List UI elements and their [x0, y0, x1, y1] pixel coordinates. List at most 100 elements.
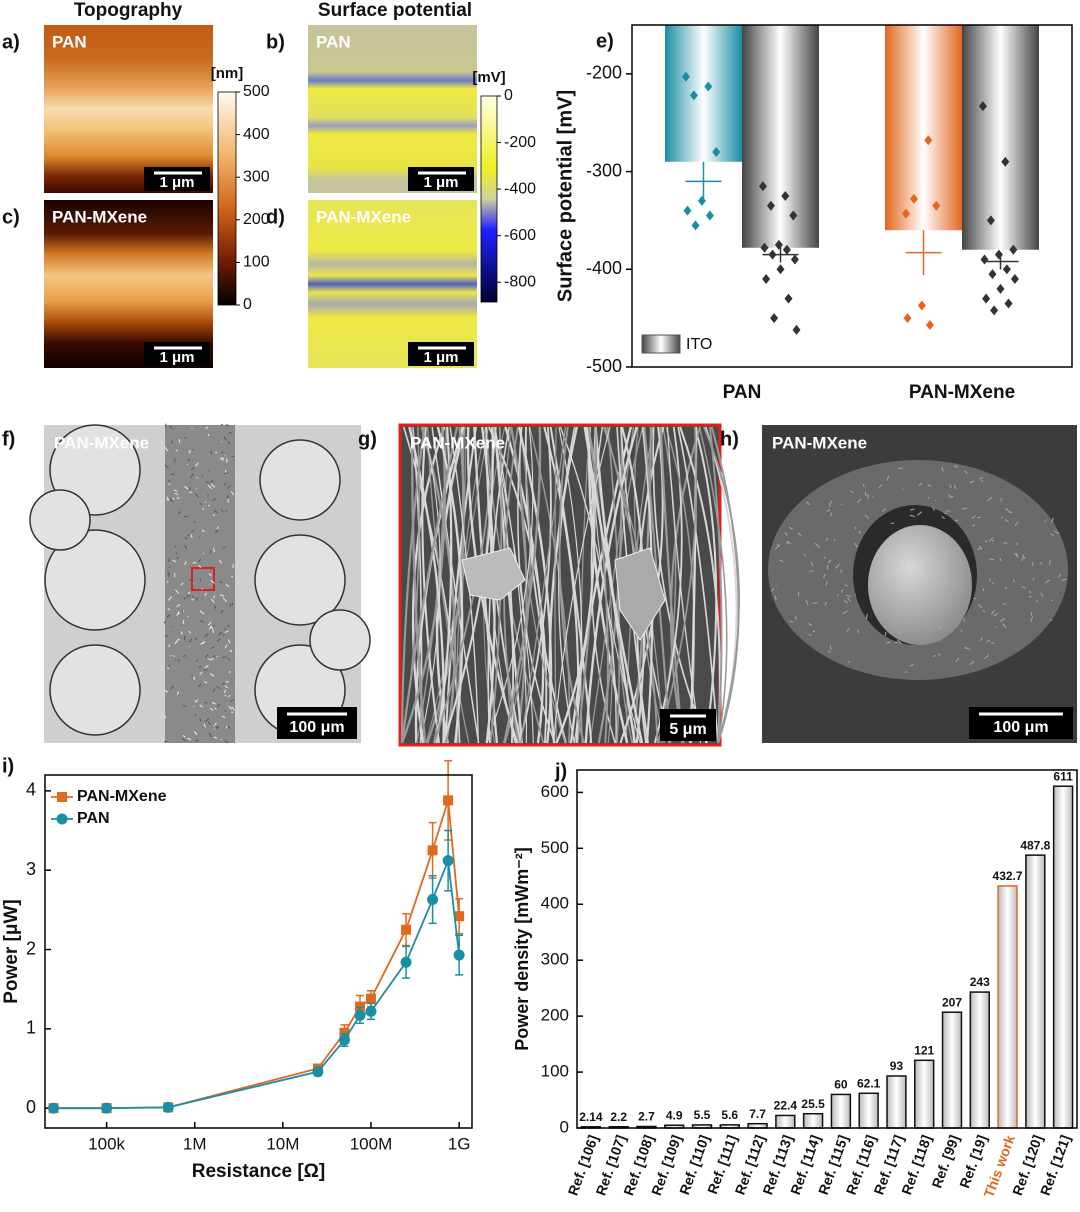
sem-feature: [221, 715, 226, 719]
data-point: [48, 1102, 60, 1114]
sem-feature: [856, 498, 862, 503]
sem-feature: [212, 498, 217, 502]
data-point: [770, 313, 779, 324]
sem-feature: [222, 597, 228, 603]
afm-image: [44, 25, 213, 193]
sem-feature: [927, 484, 932, 487]
sem-feature: [829, 500, 833, 506]
sem-feature: [844, 584, 848, 587]
sem-feature: [182, 655, 187, 657]
data-point: [760, 242, 769, 253]
y-tick-label: -200: [586, 63, 622, 83]
legend-label: ITO: [686, 336, 712, 353]
sem-feature: [916, 511, 923, 517]
sem-feature: [212, 688, 216, 693]
colorbar-tick-label: -200: [504, 134, 536, 151]
data-point: [790, 254, 799, 265]
y-axis-label: Surface potential [mV]: [554, 90, 576, 302]
y-tick-label: 0: [26, 1097, 36, 1117]
sem-feature: [1020, 556, 1024, 561]
data-point: [338, 1034, 350, 1046]
sem-feature: [207, 504, 210, 507]
sem-feature: [1030, 611, 1033, 616]
scale-bar-box: [408, 342, 474, 366]
sem-feature: [166, 580, 169, 583]
sem-feature: [44, 529, 146, 631]
y-tick-label: 0: [560, 1117, 569, 1136]
sem-feature: [212, 629, 214, 634]
bar: [886, 1075, 907, 1129]
sem-feature: [669, 426, 701, 744]
sem-feature: [988, 558, 994, 561]
data-point: [1010, 274, 1019, 285]
sem-feature: [1058, 573, 1062, 578]
sem-feature: [213, 510, 218, 514]
sem-feature: [519, 426, 566, 744]
sem-feature: [177, 511, 182, 515]
bar: [775, 1114, 796, 1129]
value-label: 121: [914, 1043, 934, 1057]
sem-feature: [231, 706, 235, 711]
sem-feature: [199, 718, 202, 722]
sem-feature: [176, 604, 181, 608]
sem-feature: [400, 426, 426, 744]
sem-feature: [937, 625, 943, 629]
sem-feature: [309, 609, 371, 671]
sem-feature: [184, 561, 187, 565]
sem-feature: [214, 605, 217, 609]
x-axis-label: Resistance [Ω]: [192, 1161, 326, 1182]
sem-feature: [904, 670, 908, 674]
sem-feature: [184, 515, 188, 518]
sem-feature: [183, 704, 187, 708]
sem-feature: [1040, 561, 1043, 565]
y-tick-label: 400: [541, 894, 569, 913]
sem-feature: [979, 545, 983, 550]
sem-feature: [207, 494, 209, 497]
sem-feature: [222, 634, 225, 637]
sem-feature: [227, 657, 231, 661]
sem-feature: [991, 539, 995, 542]
sem-feature: [227, 485, 231, 489]
sem-feature: [698, 426, 728, 744]
sem-feature: [192, 448, 195, 451]
scale-bar-label: 1 μm: [159, 349, 194, 366]
micrographs: [29, 423, 1077, 747]
scale-bar-box: [144, 342, 210, 366]
sem-feature: [214, 725, 219, 729]
data-point: [442, 855, 454, 867]
sem-feature: [169, 497, 174, 503]
sample-label: PAN-MXene: [54, 433, 149, 452]
sem-feature: [254, 534, 346, 626]
sem-feature: [823, 556, 827, 559]
sem-feature: [191, 427, 193, 430]
sem-feature: [199, 671, 203, 675]
sem-feature: [797, 532, 802, 537]
sem-feature: [868, 525, 972, 645]
sem-feature: [218, 631, 223, 636]
value-label: 611: [1053, 769, 1073, 783]
series-line: [53, 860, 461, 1110]
scale-bar-label: 100 μm: [289, 719, 344, 736]
sem-feature: [435, 426, 453, 744]
sem-feature: [982, 588, 985, 592]
sem-feature: [167, 596, 173, 601]
value-label: 60: [834, 1078, 848, 1092]
sem-feature: [517, 426, 556, 744]
sem-feature: [843, 600, 848, 604]
sem-feature: [1002, 623, 1007, 629]
kpfm-image: [308, 200, 477, 368]
sem-feature: [214, 528, 219, 534]
sem-feature: [520, 426, 567, 744]
sem-feature: [197, 683, 202, 688]
sample-label: PAN-MXene: [410, 433, 505, 452]
sem-feature: [224, 644, 228, 649]
sem-feature: [948, 493, 952, 497]
sem-feature: [219, 581, 223, 584]
sem-feature: [200, 642, 204, 645]
sem-feature: [949, 496, 954, 498]
sample-label: PAN: [52, 32, 87, 51]
sem-feature: [194, 493, 200, 498]
sample-label: PAN-MXene: [772, 433, 867, 452]
sem-feature: [205, 717, 210, 722]
sem-feature: [228, 671, 232, 673]
